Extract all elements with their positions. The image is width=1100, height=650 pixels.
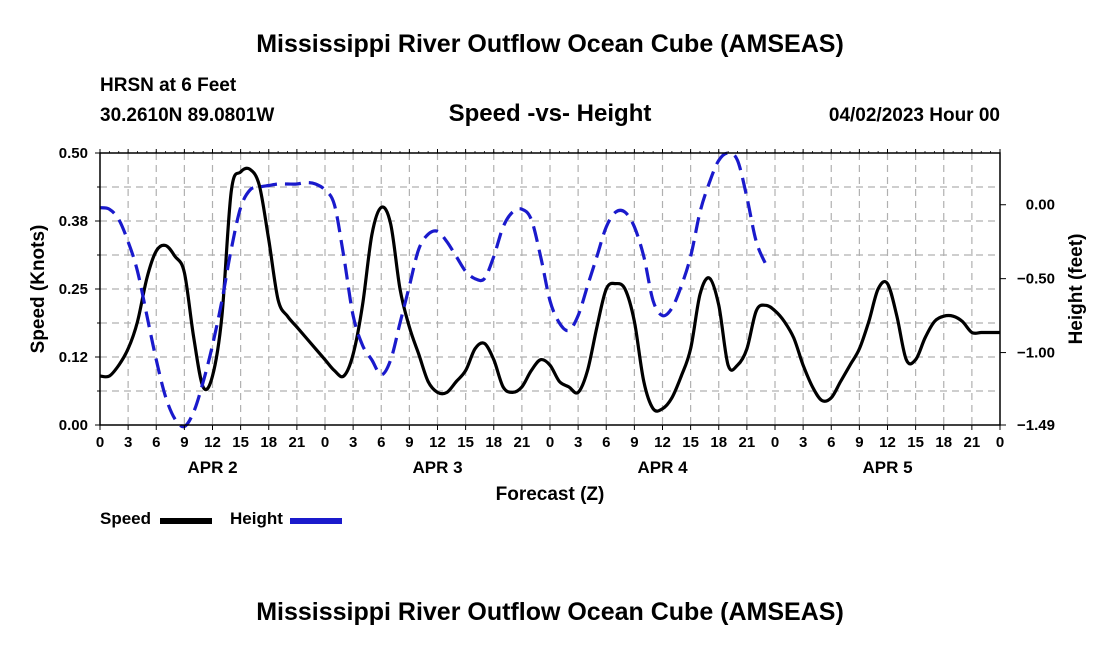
series-layer (99, 151, 1000, 429)
x-tick-label: 6 (377, 434, 385, 451)
x-tick-label: 15 (907, 434, 924, 451)
x-tick-label: 12 (204, 434, 221, 451)
x-tick-label: 18 (710, 434, 727, 451)
date-label: APR 2 (187, 458, 237, 477)
x-tick-label: 3 (349, 434, 357, 451)
date-label: APR 4 (637, 458, 688, 477)
x-tick-label: 18 (935, 434, 952, 451)
x-tick-label: 15 (682, 434, 699, 451)
y-axis-label-left: Speed (Knots) (28, 225, 49, 354)
x-tick-label: 12 (429, 434, 446, 451)
y-tick-label-right: −1.00 (1017, 345, 1055, 362)
x-tick-label: 9 (630, 434, 638, 451)
chart-subtitle: Speed -vs- Height (448, 100, 652, 127)
speed-height-chart: 0 3 6 9 12 15 18 21 0 3 6 9 12 15 18 21 0 3 6 9 12 15 18 21 0 3 6 9… (28, 145, 1087, 505)
x-tick-label: 3 (799, 434, 807, 451)
forecast-datetime: 04/02/2023 Hour 00 (828, 105, 1000, 126)
x-tick-label: 3 (574, 434, 582, 451)
x-tick-label: 21 (739, 434, 756, 451)
x-tick-label: 9 (855, 434, 863, 451)
chart-title-bottom: Mississippi River Outflow Ocean Cube (AM… (256, 598, 844, 626)
x-tick-label: 12 (879, 434, 896, 451)
x-tick-label: 9 (180, 434, 188, 451)
x-tick-label: 15 (232, 434, 249, 451)
speed-series-line (99, 166, 1000, 413)
legend-height-label: Height (230, 509, 283, 528)
x-tick-label: 18 (485, 434, 502, 451)
y-tick-label-left: 0.38 (59, 213, 88, 230)
legend-speed-swatch (160, 518, 212, 524)
date-label: APR 5 (862, 458, 912, 477)
y-axis-label-right: Height (feet) (1066, 234, 1087, 345)
y-tick-label-left: 0.25 (59, 281, 88, 298)
x-tick-label: 15 (457, 434, 474, 451)
legend-height-swatch (290, 518, 342, 524)
x-tick-label: 3 (124, 434, 132, 451)
x-tick-label: 6 (602, 434, 610, 451)
x-axis-label: Forecast (Z) (496, 484, 605, 505)
x-tick-label: 6 (827, 434, 835, 451)
coordinates-label: 30.2610N 89.0801W (100, 105, 275, 126)
x-tick-label: 21 (514, 434, 531, 451)
x-tick-label: 21 (289, 434, 306, 451)
chart-title-top: Mississippi River Outflow Ocean Cube (AM… (256, 30, 844, 58)
date-label: APR 3 (412, 458, 462, 477)
station-label: HRSN at 6 Feet (100, 75, 237, 96)
x-tick-label: 6 (152, 434, 160, 451)
y-tick-label-left: 0.12 (59, 349, 88, 366)
y-tick-label-left: 0.50 (59, 145, 88, 162)
x-tick-label: 0 (546, 434, 554, 451)
y-tick-label-left: 0.00 (59, 417, 88, 434)
x-tick-label: 0 (321, 434, 329, 451)
y-tick-label-right: −0.50 (1017, 271, 1055, 288)
x-tick-label: 18 (260, 434, 277, 451)
x-tick-label: 12 (654, 434, 671, 451)
height-series-line (99, 151, 768, 429)
axes-layer: 0 3 6 9 12 15 18 21 0 3 6 9 12 15 18 21 0 3 6 9 12 15 18 21 0 3 6 9… (59, 145, 1055, 477)
x-tick-label: 0 (996, 434, 1004, 451)
y-tick-label-right: −1.49 (1017, 417, 1055, 434)
x-tick-label: 0 (96, 434, 104, 451)
grid-lines (100, 153, 1000, 425)
x-tick-label: 21 (964, 434, 981, 451)
y-tick-label-right: 0.00 (1026, 197, 1055, 214)
x-tick-label: 9 (405, 434, 413, 451)
legend-speed-label: Speed (100, 509, 152, 528)
x-tick-label: 0 (771, 434, 779, 451)
